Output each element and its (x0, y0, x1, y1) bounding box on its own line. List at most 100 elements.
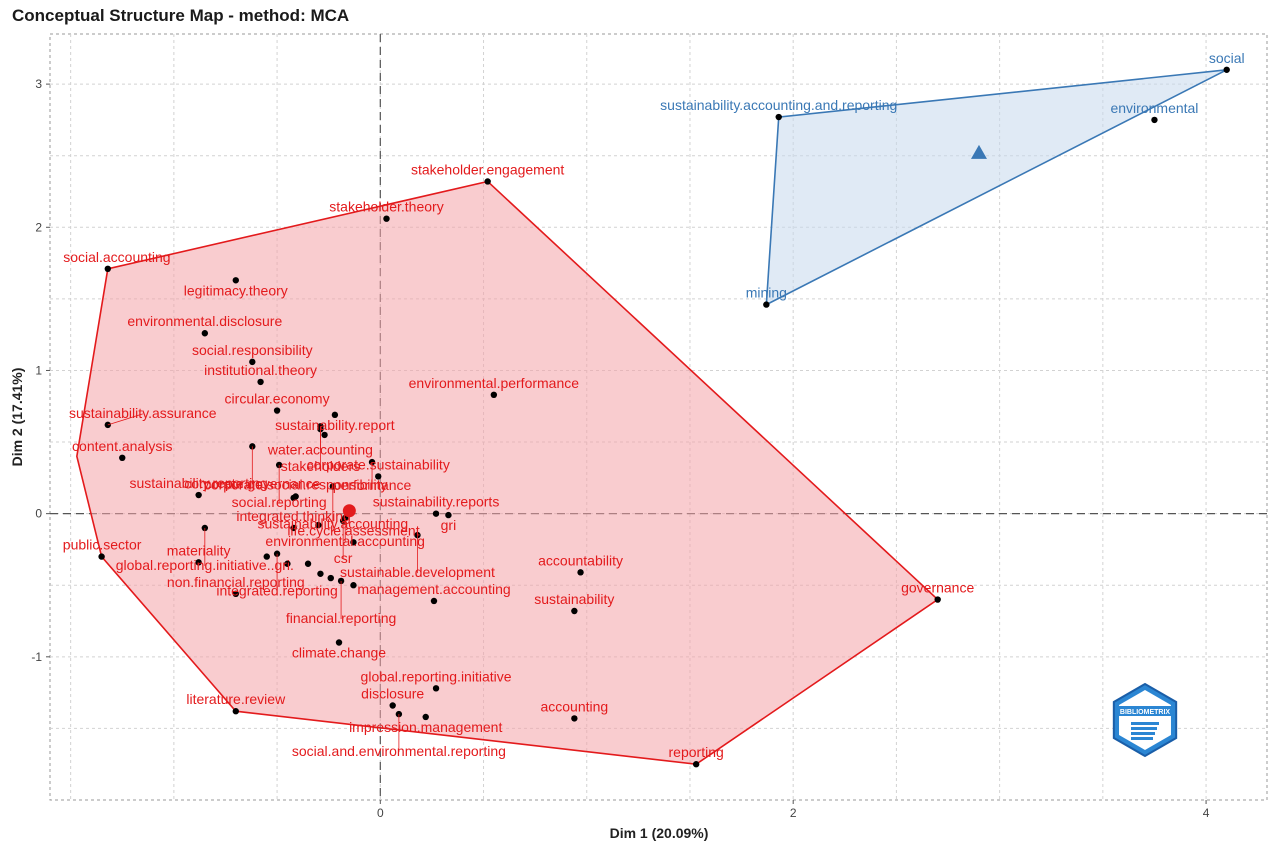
data-point (692, 761, 700, 768)
point-label: content.analysis (72, 438, 172, 454)
point-label: social.reporting (232, 494, 327, 510)
point-label: sustainability.accounting.and.reporting (660, 97, 897, 113)
point-label: financial.reporting (286, 610, 397, 626)
point-label: non.financial.reporting (167, 574, 305, 590)
data-point (201, 330, 209, 337)
cluster-hull (765, 68, 1228, 306)
data-point (104, 265, 112, 273)
point-label: sustainability.accounting (257, 515, 408, 531)
data-point (432, 685, 440, 692)
data-point (422, 713, 429, 721)
y-axis-title: Dim 2 (17.41%) (9, 368, 25, 467)
data-point (273, 407, 281, 414)
data-point (350, 539, 357, 546)
point-label: global.reporting.initiative (361, 668, 512, 684)
cluster-hulls (76, 68, 1228, 766)
point-label: public.sector (63, 537, 142, 553)
logo-bar (1131, 737, 1153, 740)
point-label: environmental.disclosure (127, 313, 282, 329)
point-label: institutional.theory (204, 362, 317, 378)
data-point (383, 215, 390, 222)
point-label: water.accounting (267, 441, 373, 457)
logo-bar (1131, 732, 1155, 735)
point-label: accounting (540, 698, 608, 714)
data-point (934, 596, 941, 603)
point-label: disclosure (361, 686, 424, 702)
point-label: management.accounting (357, 581, 510, 597)
chart-title: Conceptual Structure Map - method: MCA (12, 6, 350, 25)
point-label: environmental.performance (409, 375, 580, 391)
data-point (775, 113, 782, 121)
data-point (430, 597, 438, 605)
data-point (375, 473, 382, 480)
cluster-centroid (342, 504, 356, 518)
logo-banner (1115, 706, 1175, 716)
data-point (1151, 116, 1158, 124)
point-label: social.responsibility (192, 342, 313, 358)
point-label: reporting (669, 744, 724, 760)
data-point (432, 510, 440, 517)
point-labels: stakeholder.engagement stakeholder.theory… (63, 50, 1245, 760)
logo-bar (1131, 727, 1157, 730)
x-tick-label: 4 (1203, 806, 1210, 820)
point-label: gri (441, 517, 457, 533)
point-label: performance (333, 477, 412, 493)
data-point (571, 607, 578, 615)
y-tick-label: 1 (35, 363, 42, 377)
y-tick-label: 0 (35, 507, 42, 521)
data-point (290, 524, 297, 532)
data-point (571, 715, 578, 722)
point-label: social.accounting (63, 249, 170, 265)
data-point (249, 358, 256, 366)
point-label: environmental.accounting (265, 533, 425, 549)
data-point (577, 569, 584, 576)
point-label: integrated.reporting (216, 583, 337, 599)
data-point (119, 454, 126, 462)
point-label: global.reporting.initiative..gri. (116, 557, 294, 573)
data-point (232, 708, 239, 715)
point-label: legitimacy.theory (184, 282, 288, 298)
y-tick-label: 3 (35, 77, 42, 91)
data-point (1223, 66, 1230, 73)
data-point (249, 443, 256, 450)
point-label: sustainability.assurance (69, 405, 217, 421)
data-point (321, 431, 328, 439)
x-axis-title: Dim 1 (20.09%) (610, 825, 709, 841)
point-label: life.cycle.assessment (287, 522, 419, 538)
point-label: integrated.thinking (236, 508, 350, 524)
data-point (284, 560, 291, 567)
point-label: stakeholders (281, 458, 360, 474)
data-point (763, 301, 770, 308)
data-point (304, 560, 312, 567)
point-label: sustainability.reports (373, 494, 500, 510)
logo-text: BIBLIOMETRIX (1120, 709, 1170, 716)
cluster-centroid (970, 144, 987, 159)
point-label: corporate.social.responsibility (204, 476, 388, 492)
point-label: impression.management (349, 719, 502, 735)
data-point (232, 277, 239, 284)
data-point (232, 590, 239, 598)
data-points (98, 66, 1230, 768)
y-tick-label: -1 (31, 650, 42, 664)
point-label: circular.economy (225, 391, 330, 407)
point-label: corporate.sustainability (307, 456, 450, 472)
point-label: sustainable.development (340, 564, 495, 580)
data-point (195, 559, 202, 566)
plot-border (49, 33, 1268, 801)
point-label: sustainability (534, 591, 614, 607)
logo-bar (1131, 722, 1159, 725)
point-label: sustainability.report (275, 417, 395, 433)
data-point (317, 570, 324, 577)
data-point (445, 511, 452, 519)
point-label: sustainability.reporting (130, 475, 268, 491)
data-point (335, 639, 343, 646)
data-point (263, 553, 270, 560)
point-label: materiality (167, 542, 231, 558)
point-label: corporate.governance (184, 475, 320, 491)
data-point (195, 491, 202, 499)
data-point (315, 521, 322, 529)
x-tick-label: 0 (377, 806, 384, 820)
data-point (331, 411, 339, 419)
data-point (257, 378, 264, 386)
